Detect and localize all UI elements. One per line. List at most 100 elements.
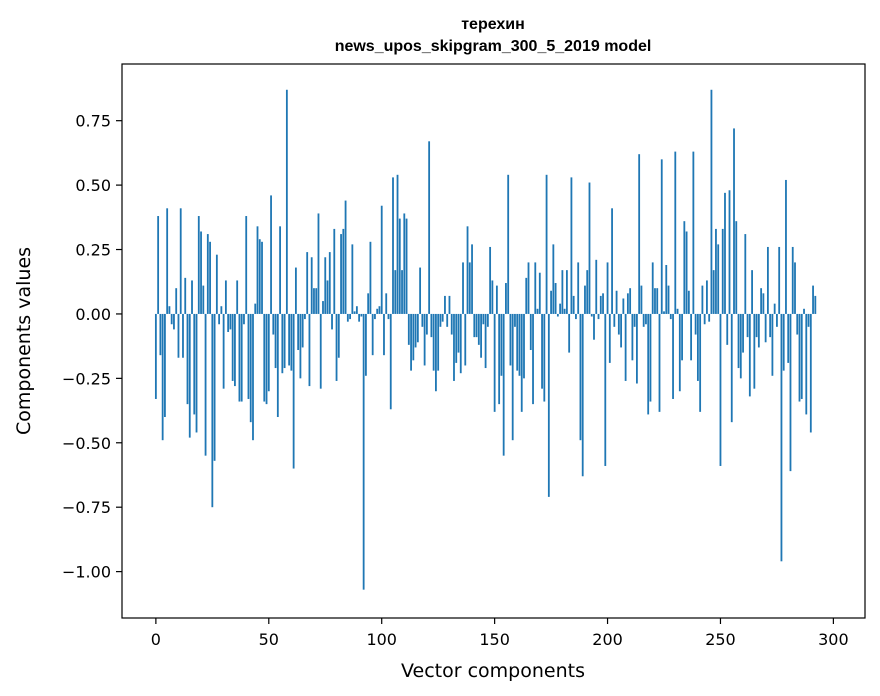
bar-46 <box>258 239 261 314</box>
bar-7 <box>170 313 173 325</box>
bar-212 <box>633 313 636 327</box>
bar-270 <box>764 313 767 343</box>
bar-17 <box>193 313 196 415</box>
bar-25 <box>211 313 214 508</box>
bar-152 <box>498 313 501 405</box>
bar-223 <box>658 313 661 412</box>
bar-160 <box>516 313 519 371</box>
bar-157 <box>509 313 512 366</box>
bar-275 <box>776 313 778 327</box>
bar-13 <box>184 277 187 314</box>
bar-235 <box>685 231 688 314</box>
bar-133 <box>455 313 458 363</box>
bar-0 <box>154 313 157 399</box>
bar-149 <box>491 280 494 314</box>
bar-97 <box>374 313 376 320</box>
bar-167 <box>532 313 534 405</box>
bar-69 <box>310 257 313 314</box>
bar-277 <box>780 313 783 562</box>
bar-90 <box>358 313 361 322</box>
bar-242 <box>701 285 704 314</box>
bar-202 <box>611 208 613 314</box>
y-tick-label: 0.50 <box>75 176 111 195</box>
chart-title-line1: терехин <box>461 16 525 33</box>
bar-33 <box>229 313 232 330</box>
bar-247 <box>712 270 715 314</box>
bar-83 <box>342 228 345 314</box>
bar-268 <box>760 288 763 314</box>
bar-113 <box>410 313 412 371</box>
bar-211 <box>631 313 634 361</box>
bar-163 <box>523 313 525 379</box>
bar-288 <box>805 313 808 415</box>
bar-257 <box>735 221 738 314</box>
bar-23 <box>206 234 209 314</box>
bar-138 <box>466 226 469 314</box>
bar-156 <box>507 174 510 314</box>
y-tick-label: 0.75 <box>75 112 111 131</box>
bar-283 <box>794 262 796 314</box>
bar-161 <box>518 313 521 376</box>
bar-165 <box>527 262 530 314</box>
bar-121 <box>428 141 431 314</box>
bar-207 <box>622 298 625 314</box>
bar-147 <box>486 313 489 327</box>
bar-218 <box>647 313 650 415</box>
bar-170 <box>538 272 541 314</box>
chart-title-line2: news_upos_skipgram_300_5_2019 model <box>335 38 652 55</box>
bar-43 <box>252 313 254 441</box>
bar-224 <box>660 159 663 314</box>
bar-229 <box>672 313 674 399</box>
bar-76 <box>326 280 329 314</box>
bar-232 <box>678 313 681 392</box>
bar-148 <box>489 246 492 314</box>
bar-179 <box>559 303 562 314</box>
bar-95 <box>369 241 372 314</box>
x-tick-label: 50 <box>259 630 279 649</box>
y-axis-label: Components values <box>13 247 35 435</box>
bar-252 <box>724 192 726 314</box>
bar-87 <box>351 244 354 314</box>
bar-146 <box>484 313 487 369</box>
bar-10 <box>177 313 180 358</box>
bar-249 <box>717 244 720 314</box>
bar-176 <box>552 244 555 314</box>
bar-81 <box>337 313 340 358</box>
bar-137 <box>464 313 467 366</box>
bar-136 <box>462 262 464 314</box>
bar-1 <box>157 216 160 314</box>
bar-265 <box>753 313 756 389</box>
bar-259 <box>739 313 742 379</box>
bar-216 <box>642 313 645 327</box>
bar-266 <box>755 313 758 338</box>
bar-108 <box>398 218 401 314</box>
bar-61 <box>292 313 295 469</box>
bar-174 <box>547 313 550 497</box>
bar-280 <box>787 313 790 363</box>
bar-144 <box>480 313 482 358</box>
bar-92 <box>362 313 365 590</box>
bar-12 <box>182 313 184 358</box>
bar-262 <box>746 313 749 338</box>
bar-49 <box>265 313 268 405</box>
bar-231 <box>676 308 679 314</box>
bar-256 <box>733 128 735 314</box>
bar-47 <box>261 241 263 314</box>
bar-116 <box>416 313 419 343</box>
bar-150 <box>493 313 496 412</box>
bar-221 <box>654 288 656 314</box>
bar-124 <box>435 313 437 392</box>
bar-103 <box>387 313 390 320</box>
bar-88 <box>353 311 356 314</box>
x-axis-ticks: 0 50 100 150 200 250 300 <box>151 618 849 649</box>
bar-258 <box>737 313 740 369</box>
bar-123 <box>432 313 435 371</box>
bar-186 <box>575 313 577 320</box>
bar-109 <box>401 270 403 314</box>
bar-101 <box>383 313 385 356</box>
bar-53 <box>274 313 277 369</box>
bar-105 <box>392 177 394 314</box>
bar-14 <box>186 313 189 405</box>
x-tick-label: 100 <box>366 630 397 649</box>
